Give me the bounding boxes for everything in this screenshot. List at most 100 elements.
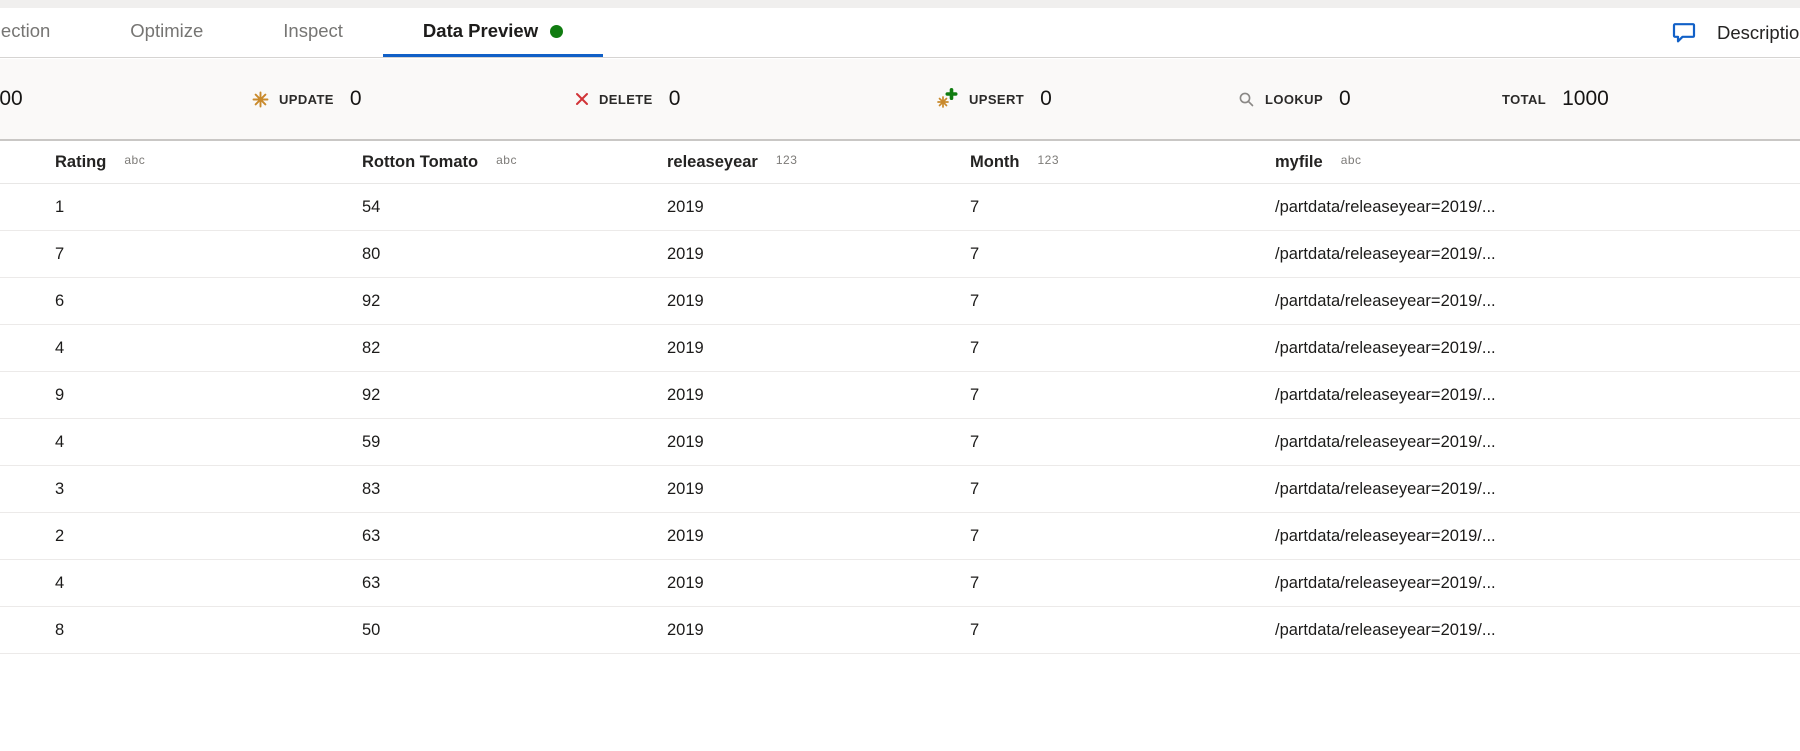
table-cell: 7	[970, 197, 980, 216]
column-name: myfile	[1275, 152, 1323, 171]
description-button[interactable]: Description	[1672, 8, 1800, 57]
table-body: 1 54 2019 7/partdata/releaseyear=2019/... 7 8…	[0, 184, 1800, 654]
table-cell: 63	[362, 573, 381, 592]
update-count: 0	[349, 87, 362, 110]
column-name: Rotton Tomato	[362, 152, 479, 171]
upsert-asterisk-plus-icon	[936, 88, 959, 110]
stat-delete: DELETE 0	[575, 59, 680, 139]
table-cell: 2019	[667, 573, 704, 592]
stat-update: UPDATE 0	[252, 59, 362, 139]
top-strip	[0, 0, 1800, 8]
table-cell: /partdata/releaseyear=2019/...	[1275, 573, 1496, 592]
tab-projection[interactable]: Projection	[0, 8, 90, 57]
stat-total: TOTAL 1000	[1502, 59, 1609, 139]
table-cell: 80	[362, 244, 381, 263]
upsert-label: UPSERT	[969, 91, 1025, 107]
tab-optimize-label: Optimize	[130, 20, 204, 41]
table-row[interactable]: 3 83 2019 7/partdata/releaseyear=2019/...	[0, 466, 1800, 513]
table-row[interactable]: 7 80 2019 7/partdata/releaseyear=2019/...	[0, 231, 1800, 278]
table-cell: 7	[970, 479, 980, 498]
column-header-month[interactable]: Month 123	[970, 153, 1275, 172]
table-cell: 50	[362, 620, 381, 639]
update-label: UPDATE	[279, 91, 334, 107]
table-cell: 7	[970, 291, 980, 310]
table-cell: 2019	[667, 526, 704, 545]
total-label: TOTAL	[1502, 91, 1547, 107]
table-cell: /partdata/releaseyear=2019/...	[1275, 432, 1496, 451]
delete-label: DELETE	[599, 91, 653, 107]
table-cell: /partdata/releaseyear=2019/...	[1275, 620, 1496, 639]
table-cell: 7	[970, 573, 980, 592]
table-cell: 9	[55, 385, 65, 404]
tab-data-preview[interactable]: Data Preview	[382, 8, 604, 57]
table-header-row: Rating abc Rotton Tomato abc releaseyear 12…	[0, 141, 1800, 184]
comment-icon	[1672, 22, 1696, 44]
upsert-count: 0	[1040, 87, 1052, 110]
table-cell: 2019	[667, 244, 704, 263]
table-row[interactable]: 6 92 2019 7/partdata/releaseyear=2019/...	[0, 278, 1800, 325]
table-cell: 2019	[667, 338, 704, 357]
table-row[interactable]: 2 63 2019 7/partdata/releaseyear=2019/...	[0, 513, 1800, 560]
table-cell: 7	[970, 526, 980, 545]
column-header-releaseyear[interactable]: releaseyear 123	[667, 153, 970, 172]
table-cell: 4	[55, 338, 65, 357]
table-row[interactable]: 4 63 2019 7/partdata/releaseyear=2019/...	[0, 560, 1800, 607]
column-header-rotton-tomato[interactable]: Rotton Tomato abc	[362, 153, 667, 172]
column-type-hint: abc	[496, 152, 517, 167]
table-row[interactable]: 4 59 2019 7/partdata/releaseyear=2019/...	[0, 419, 1800, 466]
column-header-rating[interactable]: Rating abc	[55, 153, 362, 172]
delete-count: 0	[668, 87, 681, 110]
table-cell: 7	[970, 244, 980, 263]
table-cell: /partdata/releaseyear=2019/...	[1275, 479, 1496, 498]
table-cell: 1	[55, 197, 65, 216]
data-preview-status-dot	[550, 24, 564, 38]
table-cell: 2019	[667, 385, 704, 404]
table-row[interactable]: 9 92 2019 7/partdata/releaseyear=2019/...	[0, 372, 1800, 419]
table-row[interactable]: 4 82 2019 7/partdata/releaseyear=2019/...	[0, 325, 1800, 372]
table-cell: 82	[362, 338, 381, 357]
table-cell: 3	[55, 479, 65, 498]
table-cell: 7	[970, 432, 980, 451]
table-cell: 8	[55, 620, 65, 639]
table-cell: 92	[362, 385, 381, 404]
column-header-myfile[interactable]: myfile abc	[1275, 153, 1800, 172]
table-row[interactable]: 1 54 2019 7/partdata/releaseyear=2019/...	[0, 184, 1800, 231]
table-cell: 2019	[667, 479, 704, 498]
column-type-hint: abc	[1340, 152, 1362, 167]
tab-projection-label: Projection	[0, 20, 51, 41]
table-cell: 2019	[667, 291, 704, 310]
table-cell: 83	[362, 479, 381, 498]
tab-inspect[interactable]: Inspect	[243, 8, 383, 57]
table-cell: 2019	[667, 620, 704, 639]
stat-upsert: UPSERT 0	[936, 59, 1052, 139]
section-divider	[0, 139, 1800, 141]
stats-bar: 1000 UPDATE 0 DELETE	[0, 59, 1800, 139]
table-cell: 7	[970, 385, 980, 404]
table-cell: /partdata/releaseyear=2019/...	[1275, 526, 1496, 545]
table-cell: 63	[362, 526, 381, 545]
column-name: Rating	[55, 152, 107, 171]
table-row[interactable]: 8 50 2019 7/partdata/releaseyear=2019/...	[0, 607, 1800, 654]
stat-lookup: LOOKUP 0	[1238, 59, 1351, 139]
column-type-hint: 123	[775, 152, 798, 167]
tab-inspect-label: Inspect	[283, 20, 343, 41]
table-cell: 4	[55, 573, 65, 592]
table-cell: 7	[970, 620, 980, 639]
table-cell: 2019	[667, 197, 704, 216]
lookup-label: LOOKUP	[1265, 91, 1324, 107]
column-name: Month	[970, 152, 1020, 171]
description-label: Description	[1717, 21, 1800, 43]
data-preview-table: Rating abc Rotton Tomato abc releaseyear 12…	[0, 141, 1800, 654]
column-type-hint: 123	[1037, 152, 1060, 167]
table-cell: /partdata/releaseyear=2019/...	[1275, 197, 1496, 216]
column-type-hint: abc	[124, 152, 146, 167]
table-cell: /partdata/releaseyear=2019/...	[1275, 385, 1496, 404]
table-cell: 6	[55, 291, 65, 310]
tab-optimize[interactable]: Optimize	[90, 8, 243, 57]
total-count: 1000	[1562, 87, 1609, 110]
table-cell: /partdata/releaseyear=2019/...	[1275, 291, 1496, 310]
column-name: releaseyear	[667, 152, 758, 171]
table-cell: 92	[362, 291, 381, 310]
tab-data-preview-label: Data Preview	[422, 20, 539, 41]
tab-bar: Projection Optimize Inspect Data Preview…	[0, 8, 1800, 58]
